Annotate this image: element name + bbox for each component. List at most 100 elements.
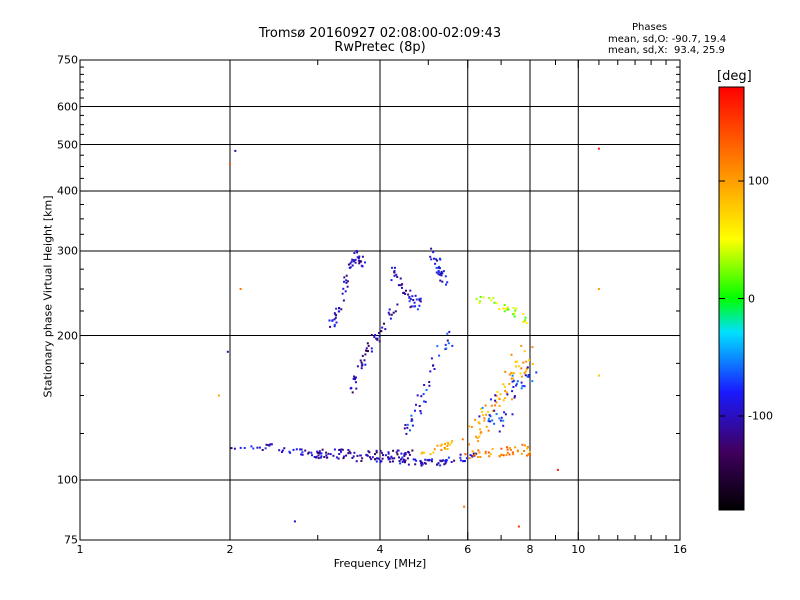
data-point [477,440,480,443]
data-point [394,310,397,313]
data-point [484,450,487,453]
data-point [438,271,440,274]
data-point [478,415,481,418]
data-point [430,357,433,360]
data-point [356,256,359,259]
data-point [432,251,435,254]
data-point [448,330,451,333]
data-point [416,308,419,311]
data-point [520,345,523,347]
data-point [484,452,487,455]
data-point [345,454,348,457]
colorbar-unit: [deg] [717,69,752,84]
data-point [380,460,383,463]
data-point [445,283,447,286]
data-point [529,450,532,453]
data-point [490,398,492,401]
data-point [419,460,422,463]
data-point [489,415,492,418]
data-point [358,255,361,258]
data-point [418,298,421,301]
data-point [523,444,526,447]
data-point [428,381,431,383]
data-point [475,435,477,438]
data-point [504,385,507,388]
data-point [412,299,415,301]
data-point [493,409,496,412]
data-point [355,387,358,390]
data-point [250,445,253,448]
data-point [337,310,340,313]
data-point [512,306,515,309]
data-point [265,443,268,446]
data-point [342,299,345,302]
data-point [472,454,475,457]
data-point [432,364,435,367]
data-point [465,457,468,460]
data-point [357,259,360,262]
data-point [414,458,417,461]
data-point [512,313,515,316]
data-point [525,360,528,363]
data-point [354,258,357,261]
data-point [393,270,396,272]
data-point [504,413,507,416]
data-point [270,443,273,446]
data-point [446,445,449,447]
data-point [395,451,398,454]
data-point [414,294,417,297]
data-point [433,368,436,370]
data-point [300,448,303,451]
data-point [514,446,517,449]
data-point [360,460,363,462]
data-point [359,260,362,263]
data-point [404,424,407,426]
data-point [420,412,423,415]
data-point [328,319,331,322]
data-point [369,456,371,459]
data-point [281,449,284,452]
data-point [477,456,479,458]
data-point [489,420,492,423]
data-point [404,452,407,455]
data-point [374,334,377,336]
data-point [352,377,355,380]
data-point [352,455,355,458]
data-point [472,452,475,455]
data-point [364,261,366,264]
data-point [415,459,418,462]
data-point [357,257,360,260]
data-point [403,427,406,430]
data-point [521,384,524,387]
data-point [267,444,270,447]
data-point [406,457,409,460]
data-point [407,463,410,466]
data-point [389,317,392,320]
data-point [513,315,516,318]
data-point [364,363,367,366]
data-point [333,312,336,315]
data-point [392,449,395,452]
data-point [338,448,341,451]
data-point [505,454,508,456]
data-point [519,372,522,375]
data-point [520,381,523,384]
data-point [477,421,480,424]
data-point [444,275,447,278]
data-point [438,354,441,357]
data-point [378,331,380,334]
data-point [323,456,326,458]
data-point [365,347,368,350]
data-point [462,460,465,463]
data-point [375,337,378,340]
data-point [398,456,400,459]
data-point [423,384,426,386]
data-point [497,397,500,400]
data-point [487,417,490,420]
data-point [439,279,442,282]
data-point [520,452,523,455]
data-point [346,280,349,283]
data-point [527,374,530,376]
data-point [488,297,491,300]
